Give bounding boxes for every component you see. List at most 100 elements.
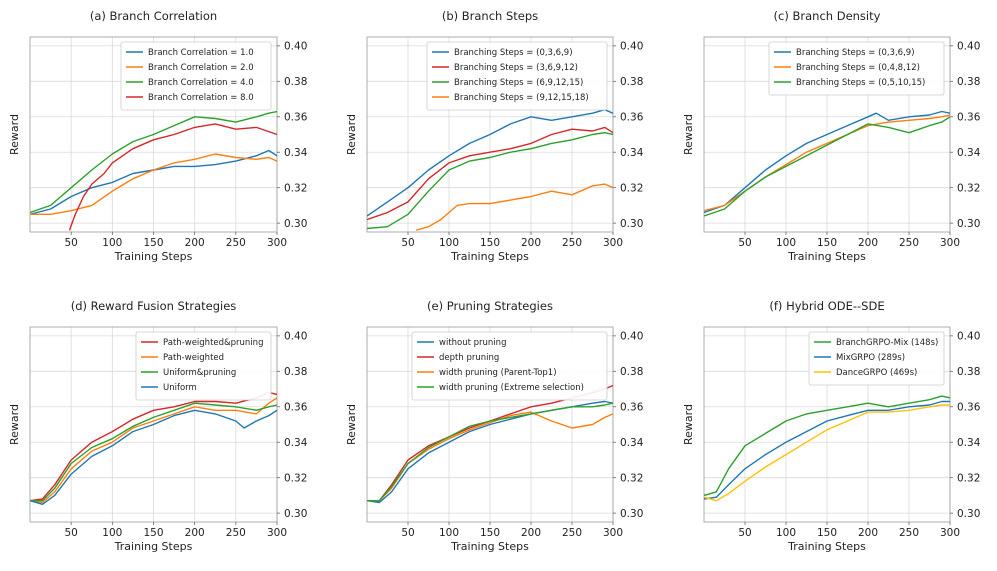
y-tick-label: 0.30 xyxy=(620,508,643,520)
y-tick-label: 0.40 xyxy=(620,41,643,53)
y-tick-label: 0.36 xyxy=(620,402,644,414)
x-tick-label: 150 xyxy=(143,527,163,539)
x-axis-label: Training Steps xyxy=(450,540,529,553)
x-tick-label: 200 xyxy=(185,527,205,539)
legend-box xyxy=(768,41,945,96)
x-tick-label: 50 xyxy=(738,527,751,539)
legend-entry: Uniform&pruning xyxy=(163,368,236,378)
x-tick-label: 250 xyxy=(226,237,246,249)
y-tick-label: 0.34 xyxy=(957,437,981,449)
y-tick-label: 0.32 xyxy=(620,182,643,194)
legend-entry: DanceGRPO (469s) xyxy=(836,368,917,378)
y-tick-label: 0.30 xyxy=(957,508,980,520)
x-tick-label: 50 xyxy=(64,527,77,539)
y-tick-label: 0.30 xyxy=(284,218,307,230)
y-tick-label: 0.34 xyxy=(957,147,981,159)
x-tick-label: 150 xyxy=(817,237,837,249)
x-tick-label: 200 xyxy=(521,527,541,539)
series-line-3 xyxy=(30,402,277,502)
x-tick-label: 50 xyxy=(738,237,751,249)
chart-panel-4: 50 100 150 200 250 300 0.30 0.32 0.34 0.36 0.38 0.4… xyxy=(8,299,308,553)
x-tick-label: 150 xyxy=(817,527,837,539)
legend-box xyxy=(135,331,272,401)
x-axis-label: Training Steps xyxy=(787,540,866,553)
chart-panel-1: 50 100 150 200 250 300 0.30 0.32 0.34 0.36 0.38 0.4… xyxy=(8,9,308,263)
x-tick-label: 150 xyxy=(480,237,500,249)
series-line-4 xyxy=(68,123,277,231)
y-tick-label: 0.34 xyxy=(620,147,644,159)
series-line-4 xyxy=(30,409,277,505)
series-line-4 xyxy=(416,183,613,231)
x-axis-label: Training Steps xyxy=(450,250,529,263)
y-tick-label: 0.38 xyxy=(284,76,307,88)
series-line-3 xyxy=(30,110,277,214)
y-tick-label: 0.40 xyxy=(284,41,307,53)
x-tick-label: 100 xyxy=(102,527,122,539)
legend: BranchGRPO-Mix (148s) MixGRPO (289s) Dance… xyxy=(808,331,945,386)
y-tick-label: 0.36 xyxy=(284,402,308,414)
y-tick-label: 0.40 xyxy=(620,331,643,343)
x-tick-label: 50 xyxy=(401,237,414,249)
series-line-1 xyxy=(367,400,613,504)
x-tick-label: 200 xyxy=(858,237,878,249)
y-axis-label: Reward xyxy=(8,114,21,155)
legend-entry: Branching Steps = (6,9,12,15) xyxy=(454,78,583,88)
x-tick-label: 100 xyxy=(102,237,122,249)
legend: Path-weighted&pruning Path-weighted Unifor… xyxy=(135,331,272,401)
y-tick-label: 0.34 xyxy=(620,437,644,449)
legend-box xyxy=(808,331,945,386)
y-axis-label: Reward xyxy=(8,404,21,445)
legend-entry: Branching Steps = (0,3,6,9) xyxy=(796,48,915,58)
x-tick-label: 50 xyxy=(64,237,77,249)
chart-panel-2: 50 100 150 200 250 300 0.30 0.32 0.34 0.36 0.38 0.4… xyxy=(345,9,644,263)
y-tick-label: 0.34 xyxy=(284,147,308,159)
chart-title: (c) Branch Density xyxy=(774,9,881,23)
x-tick-label: 300 xyxy=(603,237,623,249)
legend-entry: Uniform xyxy=(163,383,197,393)
series-line-3 xyxy=(704,404,950,502)
y-tick-label: 0.40 xyxy=(284,331,307,343)
y-tick-label: 0.34 xyxy=(284,437,308,449)
y-tick-label: 0.36 xyxy=(284,112,308,124)
series-line-2 xyxy=(30,397,277,504)
series-line-2 xyxy=(367,126,613,221)
series-line-4 xyxy=(367,402,613,502)
legend-entry: Branch Correlation = 2.0 xyxy=(148,63,254,73)
y-tick-label: 0.38 xyxy=(620,366,643,378)
y-tick-label: 0.30 xyxy=(284,508,307,520)
legend-entry: width pruning (Parent-Top1) xyxy=(439,368,557,378)
y-tick-label: 0.38 xyxy=(957,366,980,378)
series-line-1 xyxy=(367,109,613,217)
x-tick-label: 300 xyxy=(940,527,960,539)
series-line-3 xyxy=(704,116,950,217)
legend-entry: Branching Steps = (3,6,9,12) xyxy=(454,63,578,73)
chart-panel-3: 50 100 150 200 250 300 0.30 0.32 0.34 0.36 0.38 0.4… xyxy=(682,9,981,263)
legend-box xyxy=(426,41,608,111)
chart-title: (a) Branch Correlation xyxy=(90,9,217,23)
legend-entry: MixGRPO (289s) xyxy=(836,353,905,363)
x-axis-label: Training Steps xyxy=(114,250,193,263)
legend: Branching Steps = (0,3,6,9) Branching Ste… xyxy=(426,41,608,111)
y-tick-label: 0.40 xyxy=(957,41,980,53)
legend-entry: Path-weighted xyxy=(163,353,224,363)
x-tick-label: 300 xyxy=(267,527,287,539)
x-tick-label: 250 xyxy=(899,527,919,539)
y-tick-label: 0.36 xyxy=(620,112,644,124)
chart-title: (b) Branch Steps xyxy=(442,9,538,23)
legend: Branching Steps = (0,3,6,9) Branching Ste… xyxy=(768,41,945,96)
legend-entry: width pruning (Extreme selection) xyxy=(439,383,584,393)
series-line-1 xyxy=(704,395,950,497)
series-line-1 xyxy=(704,110,950,214)
x-tick-label: 200 xyxy=(185,237,205,249)
legend: Branch Correlation = 1.0 Branch Correlati… xyxy=(120,41,272,111)
x-tick-label: 250 xyxy=(562,527,582,539)
y-tick-label: 0.32 xyxy=(620,472,643,484)
y-axis-label: Reward xyxy=(682,404,695,445)
y-axis-label: Reward xyxy=(682,114,695,155)
y-tick-label: 0.32 xyxy=(957,182,980,194)
chart-title: (d) Reward Fusion Strategies xyxy=(71,299,237,313)
legend-entry: BranchGRPO-Mix (148s) xyxy=(836,338,938,348)
legend-entry: Branch Correlation = 4.0 xyxy=(148,78,254,88)
y-axis-label: Reward xyxy=(345,404,358,445)
legend-entry: without pruning xyxy=(439,338,506,348)
